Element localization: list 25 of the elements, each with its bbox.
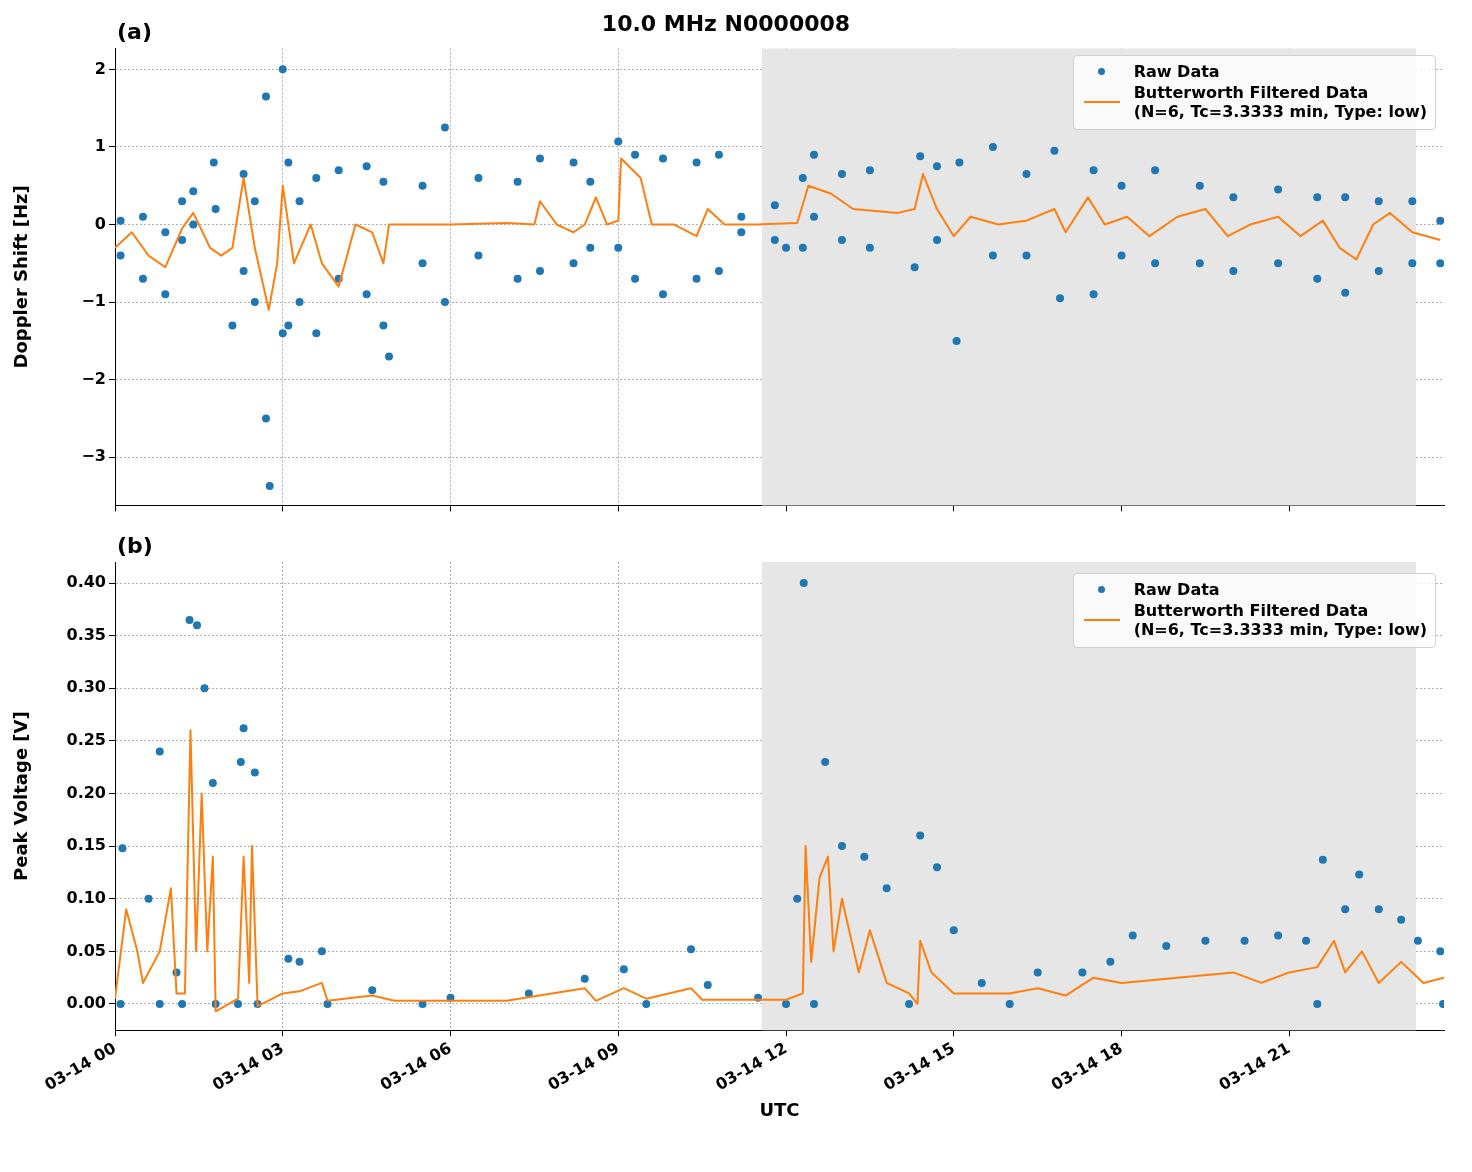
y-tick-label: 0.00 bbox=[66, 993, 106, 1013]
y-tick-label: 0.20 bbox=[66, 782, 106, 802]
y-tick-label: −1 bbox=[81, 291, 106, 311]
y-tick-label: 0.05 bbox=[66, 940, 106, 960]
y-tick-label: 0.35 bbox=[66, 624, 106, 644]
y-tick-label: 0.15 bbox=[66, 835, 106, 855]
y-tick-label: 0 bbox=[94, 213, 106, 233]
x-axis-title: UTC bbox=[759, 1098, 800, 1120]
legend-label: Raw Data bbox=[1133, 62, 1220, 81]
legend-label: Butterworth Filtered Data (N=6, Tc=3.3333 min, Type: low) bbox=[1133, 601, 1427, 639]
y-tick-label: 1 bbox=[94, 136, 106, 156]
chart-title: 10.0 MHz N0000008 bbox=[601, 10, 851, 36]
y-tick-label: −2 bbox=[81, 368, 106, 388]
y-axis-title: Doppler Shift [Hz] bbox=[10, 185, 32, 369]
y-tick-label: 0.25 bbox=[66, 730, 106, 750]
y-tick-label: −3 bbox=[81, 446, 106, 466]
y-tick-label: 2 bbox=[94, 58, 106, 78]
y-tick-label: 0.30 bbox=[66, 677, 106, 697]
legend-label: Raw Data bbox=[1133, 580, 1220, 599]
text: (b) bbox=[117, 532, 153, 558]
legend-label: Butterworth Filtered Data (N=6, Tc=3.3333 min, Type: low) bbox=[1133, 83, 1427, 121]
text: (a) bbox=[117, 19, 152, 45]
y-tick-label: 0.40 bbox=[66, 572, 106, 592]
y-tick-label: 0.10 bbox=[66, 887, 106, 907]
y-axis-title: Peak Voltage [V] bbox=[10, 711, 32, 882]
